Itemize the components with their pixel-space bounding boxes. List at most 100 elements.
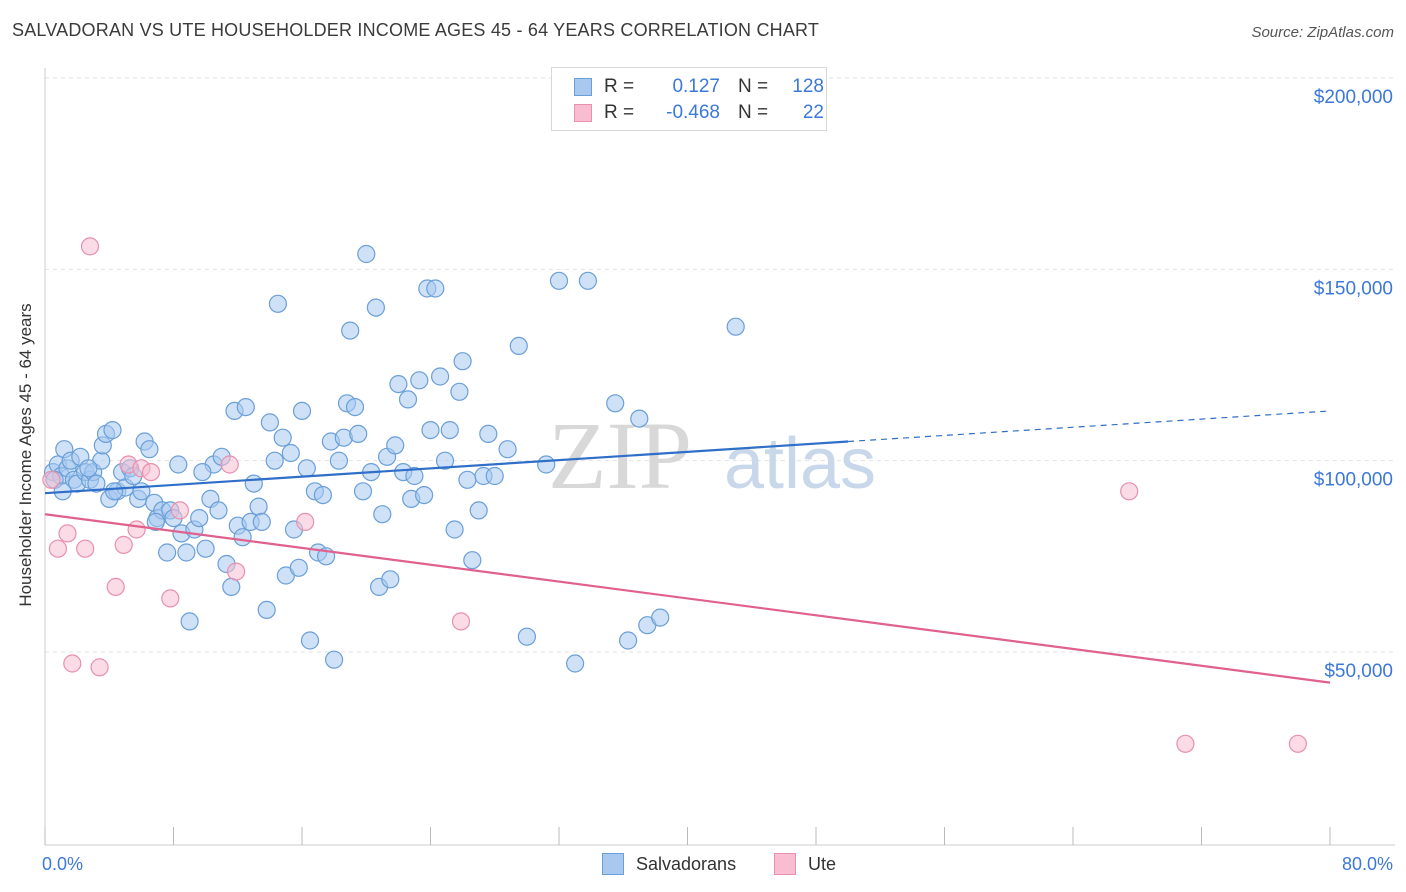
grid-lines xyxy=(45,77,1395,653)
point-ute xyxy=(106,577,125,597)
point-salvadorans xyxy=(517,627,537,646)
point-salvadorans xyxy=(453,352,472,371)
point-ute xyxy=(127,520,146,539)
trend-line-extension xyxy=(848,410,1331,443)
point-salvadorans xyxy=(618,631,638,650)
point-ute xyxy=(90,658,109,677)
legend-r-value: -0.468 xyxy=(666,102,720,123)
axes xyxy=(44,68,1395,846)
point-ute xyxy=(1288,734,1308,753)
point-salvadorans xyxy=(193,463,212,482)
point-salvadorans xyxy=(103,421,122,440)
bottom-legend-salvadorans[interactable]: Salvadorans xyxy=(602,852,736,876)
point-salvadorans xyxy=(366,298,385,317)
ute-label: Ute xyxy=(808,853,837,874)
point-salvadorans xyxy=(292,401,312,420)
point-salvadorans xyxy=(415,486,434,505)
point-salvadorans xyxy=(445,520,464,539)
point-salvadorans xyxy=(440,421,459,440)
chart-title: SALVADORAN VS UTE HOUSEHOLDER INCOME AGE… xyxy=(12,20,820,40)
y-tick-labels: $50,000 $100,000 $150,000 $200,000 xyxy=(1314,87,1393,682)
point-salvadorans xyxy=(431,367,450,386)
point-ute xyxy=(63,654,82,673)
y-tick-label: $100,000 xyxy=(1314,470,1393,491)
x-tick-label-right: 80.0% xyxy=(1342,854,1393,874)
point-ute xyxy=(80,237,100,256)
point-salvadorans xyxy=(257,600,276,620)
point-ute xyxy=(220,455,239,474)
point-salvadorans xyxy=(260,413,279,432)
point-salvadorans xyxy=(190,508,209,528)
point-salvadorans xyxy=(325,650,344,669)
point-ute xyxy=(1120,482,1139,501)
point-salvadorans xyxy=(158,543,177,562)
point-salvadorans xyxy=(289,558,308,577)
point-salvadorans xyxy=(498,440,517,459)
point-salvadorans xyxy=(236,398,255,417)
point-salvadorans xyxy=(458,470,477,489)
point-salvadorans xyxy=(479,424,498,443)
point-ute xyxy=(296,512,315,532)
point-salvadorans xyxy=(630,409,649,428)
point-salvadorans xyxy=(345,398,365,417)
y-tick-label: $200,000 xyxy=(1314,87,1393,108)
point-salvadorans xyxy=(281,443,300,463)
point-ute xyxy=(1176,734,1195,753)
legend-row-salvadorans: R = 0.127 N = 128 xyxy=(574,75,824,99)
point-salvadorans xyxy=(578,271,598,290)
point-salvadorans xyxy=(268,294,287,313)
point-ute xyxy=(141,463,161,482)
point-ute xyxy=(76,539,95,558)
salvadorans-swatch xyxy=(602,853,624,875)
point-salvadorans xyxy=(233,528,252,547)
legend-swatch-ute xyxy=(574,104,592,122)
point-salvadorans xyxy=(549,271,569,290)
y-tick-label: $50,000 xyxy=(1324,661,1393,682)
point-ute xyxy=(227,562,246,581)
data-points xyxy=(42,237,1308,753)
legend-n-label: N = xyxy=(738,76,769,97)
point-salvadorans xyxy=(313,486,332,505)
point-salvadorans xyxy=(177,543,196,562)
point-salvadorans xyxy=(349,424,368,443)
point-ute xyxy=(170,501,189,520)
point-ute xyxy=(451,612,471,631)
legend-swatch-salvadorans xyxy=(574,78,592,96)
point-salvadorans xyxy=(651,608,670,627)
trend-lines xyxy=(44,410,1331,684)
point-salvadorans xyxy=(297,459,316,478)
point-salvadorans xyxy=(565,654,585,673)
point-salvadorans xyxy=(373,505,392,524)
point-salvadorans xyxy=(450,382,469,401)
point-salvadorans xyxy=(209,501,228,520)
ute-swatch xyxy=(774,853,796,875)
point-salvadorans xyxy=(180,612,199,631)
point-ute xyxy=(42,470,61,489)
stats-legend: R = 0.127 N = 128 R = -0.468 N = 22 xyxy=(551,67,827,131)
point-salvadorans xyxy=(79,459,98,478)
legend-r-value: 0.127 xyxy=(672,76,720,97)
point-salvadorans xyxy=(249,497,268,516)
x-tick-label-left: 0.0% xyxy=(42,854,83,874)
point-salvadorans xyxy=(353,482,373,501)
point-salvadorans xyxy=(87,474,106,493)
bottom-legend-ute[interactable]: Ute xyxy=(774,852,836,876)
point-salvadorans xyxy=(140,440,159,459)
point-salvadorans xyxy=(252,512,271,532)
point-salvadorans xyxy=(381,570,400,589)
watermark: ZIP atlas xyxy=(548,402,876,509)
point-ute xyxy=(58,524,77,543)
legend-n-value: 128 xyxy=(792,76,824,97)
point-salvadorans xyxy=(726,317,745,336)
x-tick-labels: 0.0% 80.0% xyxy=(42,854,1393,874)
point-salvadorans xyxy=(196,539,215,558)
point-salvadorans xyxy=(300,631,320,650)
point-salvadorans xyxy=(273,428,292,447)
point-salvadorans xyxy=(357,244,376,264)
point-ute xyxy=(114,535,133,555)
point-salvadorans xyxy=(426,279,445,298)
legend-row-ute: R = -0.468 N = 22 xyxy=(574,101,824,125)
point-salvadorans xyxy=(509,336,528,355)
point-salvadorans xyxy=(222,577,241,597)
point-salvadorans xyxy=(435,451,455,470)
